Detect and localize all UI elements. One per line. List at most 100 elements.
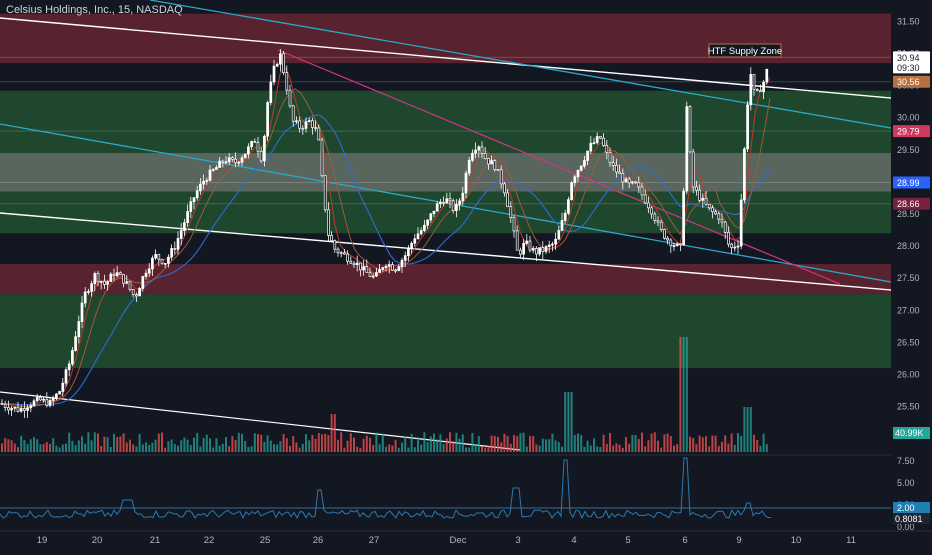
candle-body <box>55 393 58 399</box>
candle-body <box>208 169 212 181</box>
candle-body <box>320 139 324 177</box>
price-tick-label: 30.00 <box>897 113 920 123</box>
candle-body <box>39 396 42 401</box>
price-badge-label: 28.66 <box>897 199 920 209</box>
candle-body <box>365 266 369 273</box>
price-badge-label: 30.56 <box>897 77 920 87</box>
volume-bar <box>193 437 195 452</box>
candle-body <box>163 262 167 265</box>
price-badge-bg <box>893 125 930 138</box>
candle-body <box>298 120 301 129</box>
candle-body <box>672 245 676 247</box>
volume-bar <box>468 447 471 452</box>
volume-bar <box>529 436 531 452</box>
volume-bar <box>554 440 557 452</box>
candle-body <box>282 53 285 73</box>
volume-bar <box>125 442 128 452</box>
candle-body <box>531 248 535 251</box>
candle-body <box>506 192 509 207</box>
volume-bar <box>292 435 295 452</box>
candle-body <box>535 248 538 255</box>
candle-body <box>608 152 612 164</box>
candle-body <box>391 264 394 271</box>
volume-bar <box>327 435 330 452</box>
candle-body <box>307 120 311 122</box>
volume-bar <box>740 435 743 452</box>
volume-bar <box>250 446 253 452</box>
candle-body <box>77 321 81 338</box>
volume-bar <box>439 434 442 452</box>
candle-body <box>272 65 276 83</box>
volume-bar <box>276 444 279 452</box>
candle-body <box>621 173 625 183</box>
time-tick-label: 19 <box>37 535 48 546</box>
volume-bar <box>701 437 704 452</box>
candle-body <box>218 160 221 168</box>
channel-upper-cyan-line <box>149 0 892 129</box>
candle-body <box>599 136 602 139</box>
volume-bar <box>113 433 115 452</box>
volume-bar <box>103 436 106 452</box>
volume-bar <box>689 436 691 452</box>
volume-bar <box>733 444 736 452</box>
volume-bar <box>650 433 653 452</box>
volume-bar <box>404 436 407 452</box>
volume-bar <box>433 433 435 452</box>
candle-body <box>119 272 122 275</box>
candle-body <box>42 398 45 401</box>
candle-body <box>231 157 234 160</box>
volume-bar <box>580 435 583 452</box>
volume-bar <box>692 437 695 452</box>
candle-body <box>477 146 481 151</box>
volume-bar <box>599 446 602 452</box>
candle-body <box>247 146 250 155</box>
volume-bar <box>410 433 413 452</box>
candle-body <box>362 266 365 271</box>
volume-bar <box>490 435 493 452</box>
volume-badge-bg <box>893 427 930 439</box>
volume-bar <box>417 437 419 452</box>
candle-body <box>333 240 337 250</box>
volume-bar <box>657 440 659 452</box>
candle-body <box>442 202 445 204</box>
volume-bar <box>557 442 560 452</box>
candle-body <box>586 150 589 161</box>
volume-bar <box>593 438 595 452</box>
candle-body <box>141 276 145 289</box>
volume-bar <box>749 407 752 452</box>
candle-body <box>35 396 39 402</box>
zone-demand-4 <box>0 294 891 369</box>
price-badge-bg <box>893 51 930 74</box>
volume-bar <box>77 440 80 452</box>
candle-body <box>189 201 193 212</box>
candle-body <box>285 72 289 91</box>
time-tick-label: 26 <box>313 535 324 546</box>
candle-body <box>583 160 586 167</box>
candle-body <box>202 181 205 185</box>
volume-bar <box>321 434 323 452</box>
candle-body <box>147 268 151 274</box>
volume-bar <box>513 435 515 452</box>
volume-bar <box>353 437 355 452</box>
volume-bar <box>87 432 90 452</box>
candle-body <box>224 161 228 164</box>
candle-body <box>426 219 429 226</box>
candle-body <box>304 121 308 129</box>
volume-bar <box>679 337 682 452</box>
volume-bar <box>170 439 173 452</box>
time-tick-label: Dec <box>450 535 467 546</box>
volume-bar <box>564 392 567 452</box>
candle-body <box>679 243 682 246</box>
candle-body <box>10 407 13 411</box>
price-tick-label: 26.50 <box>897 337 920 347</box>
candle-body <box>151 257 154 270</box>
volume-bar <box>17 447 19 452</box>
candle-body <box>183 222 186 231</box>
candle-body <box>544 246 548 252</box>
volume-bar <box>500 442 503 452</box>
time-tick-label: 4 <box>571 535 576 546</box>
volume-bar <box>621 447 624 452</box>
volume-bar <box>660 447 663 452</box>
candle-body <box>157 254 161 260</box>
time-tick-label: 6 <box>682 535 687 546</box>
